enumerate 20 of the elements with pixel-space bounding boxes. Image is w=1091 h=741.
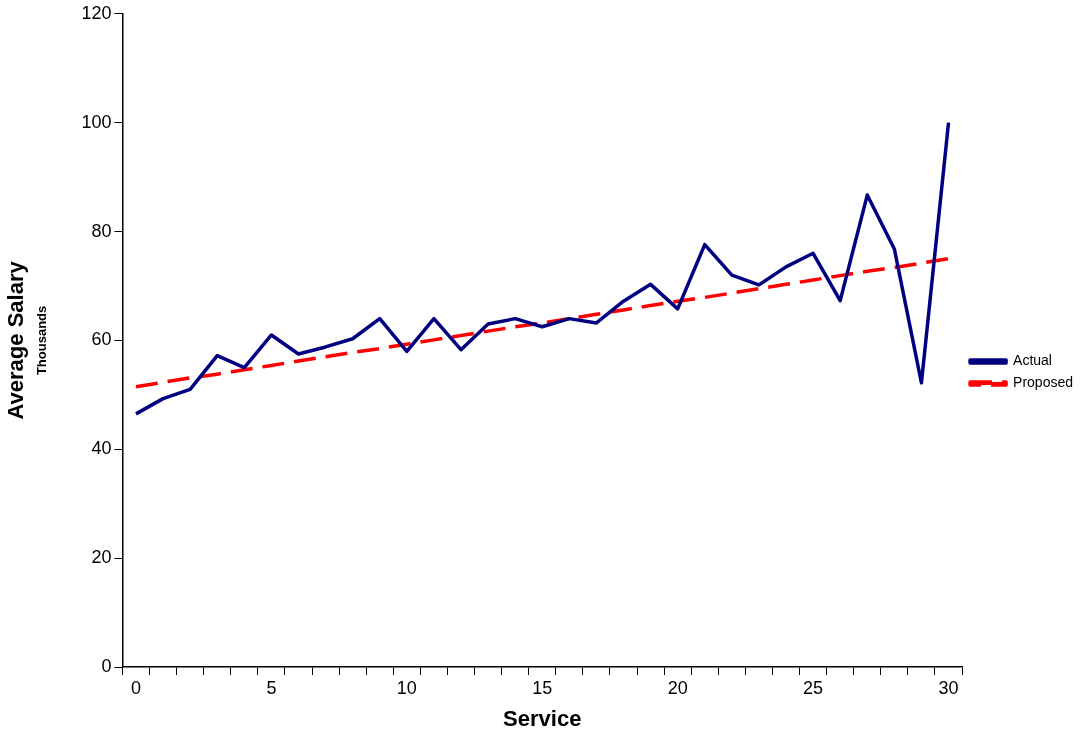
y-axis-title: Average Salary bbox=[3, 260, 29, 420]
legend-label: Actual bbox=[1013, 352, 1052, 369]
y-tick-label: 60 bbox=[91, 329, 112, 350]
x-tick-label: 5 bbox=[266, 677, 277, 698]
x-tick-label: 0 bbox=[130, 677, 141, 698]
y-tick-label: 0 bbox=[101, 655, 112, 676]
x-axis-title: Service bbox=[503, 705, 582, 731]
text: Thousands bbox=[34, 305, 50, 376]
y-tick-label: 40 bbox=[91, 438, 112, 459]
y-tick-label: 100 bbox=[81, 111, 112, 132]
x-tick-label: 25 bbox=[803, 677, 824, 698]
x-tick-label: 10 bbox=[396, 677, 417, 698]
line-series bbox=[134, 257, 951, 389]
y-tick-label: 80 bbox=[91, 220, 112, 241]
x-tick-label: 30 bbox=[938, 677, 959, 698]
y-tick-label: 20 bbox=[91, 547, 112, 568]
y-tick-label: 120 bbox=[81, 2, 112, 23]
x-tick-label: 20 bbox=[667, 677, 688, 698]
x-tick-label: 15 bbox=[532, 677, 553, 698]
legend-label: Proposed bbox=[1013, 374, 1074, 391]
